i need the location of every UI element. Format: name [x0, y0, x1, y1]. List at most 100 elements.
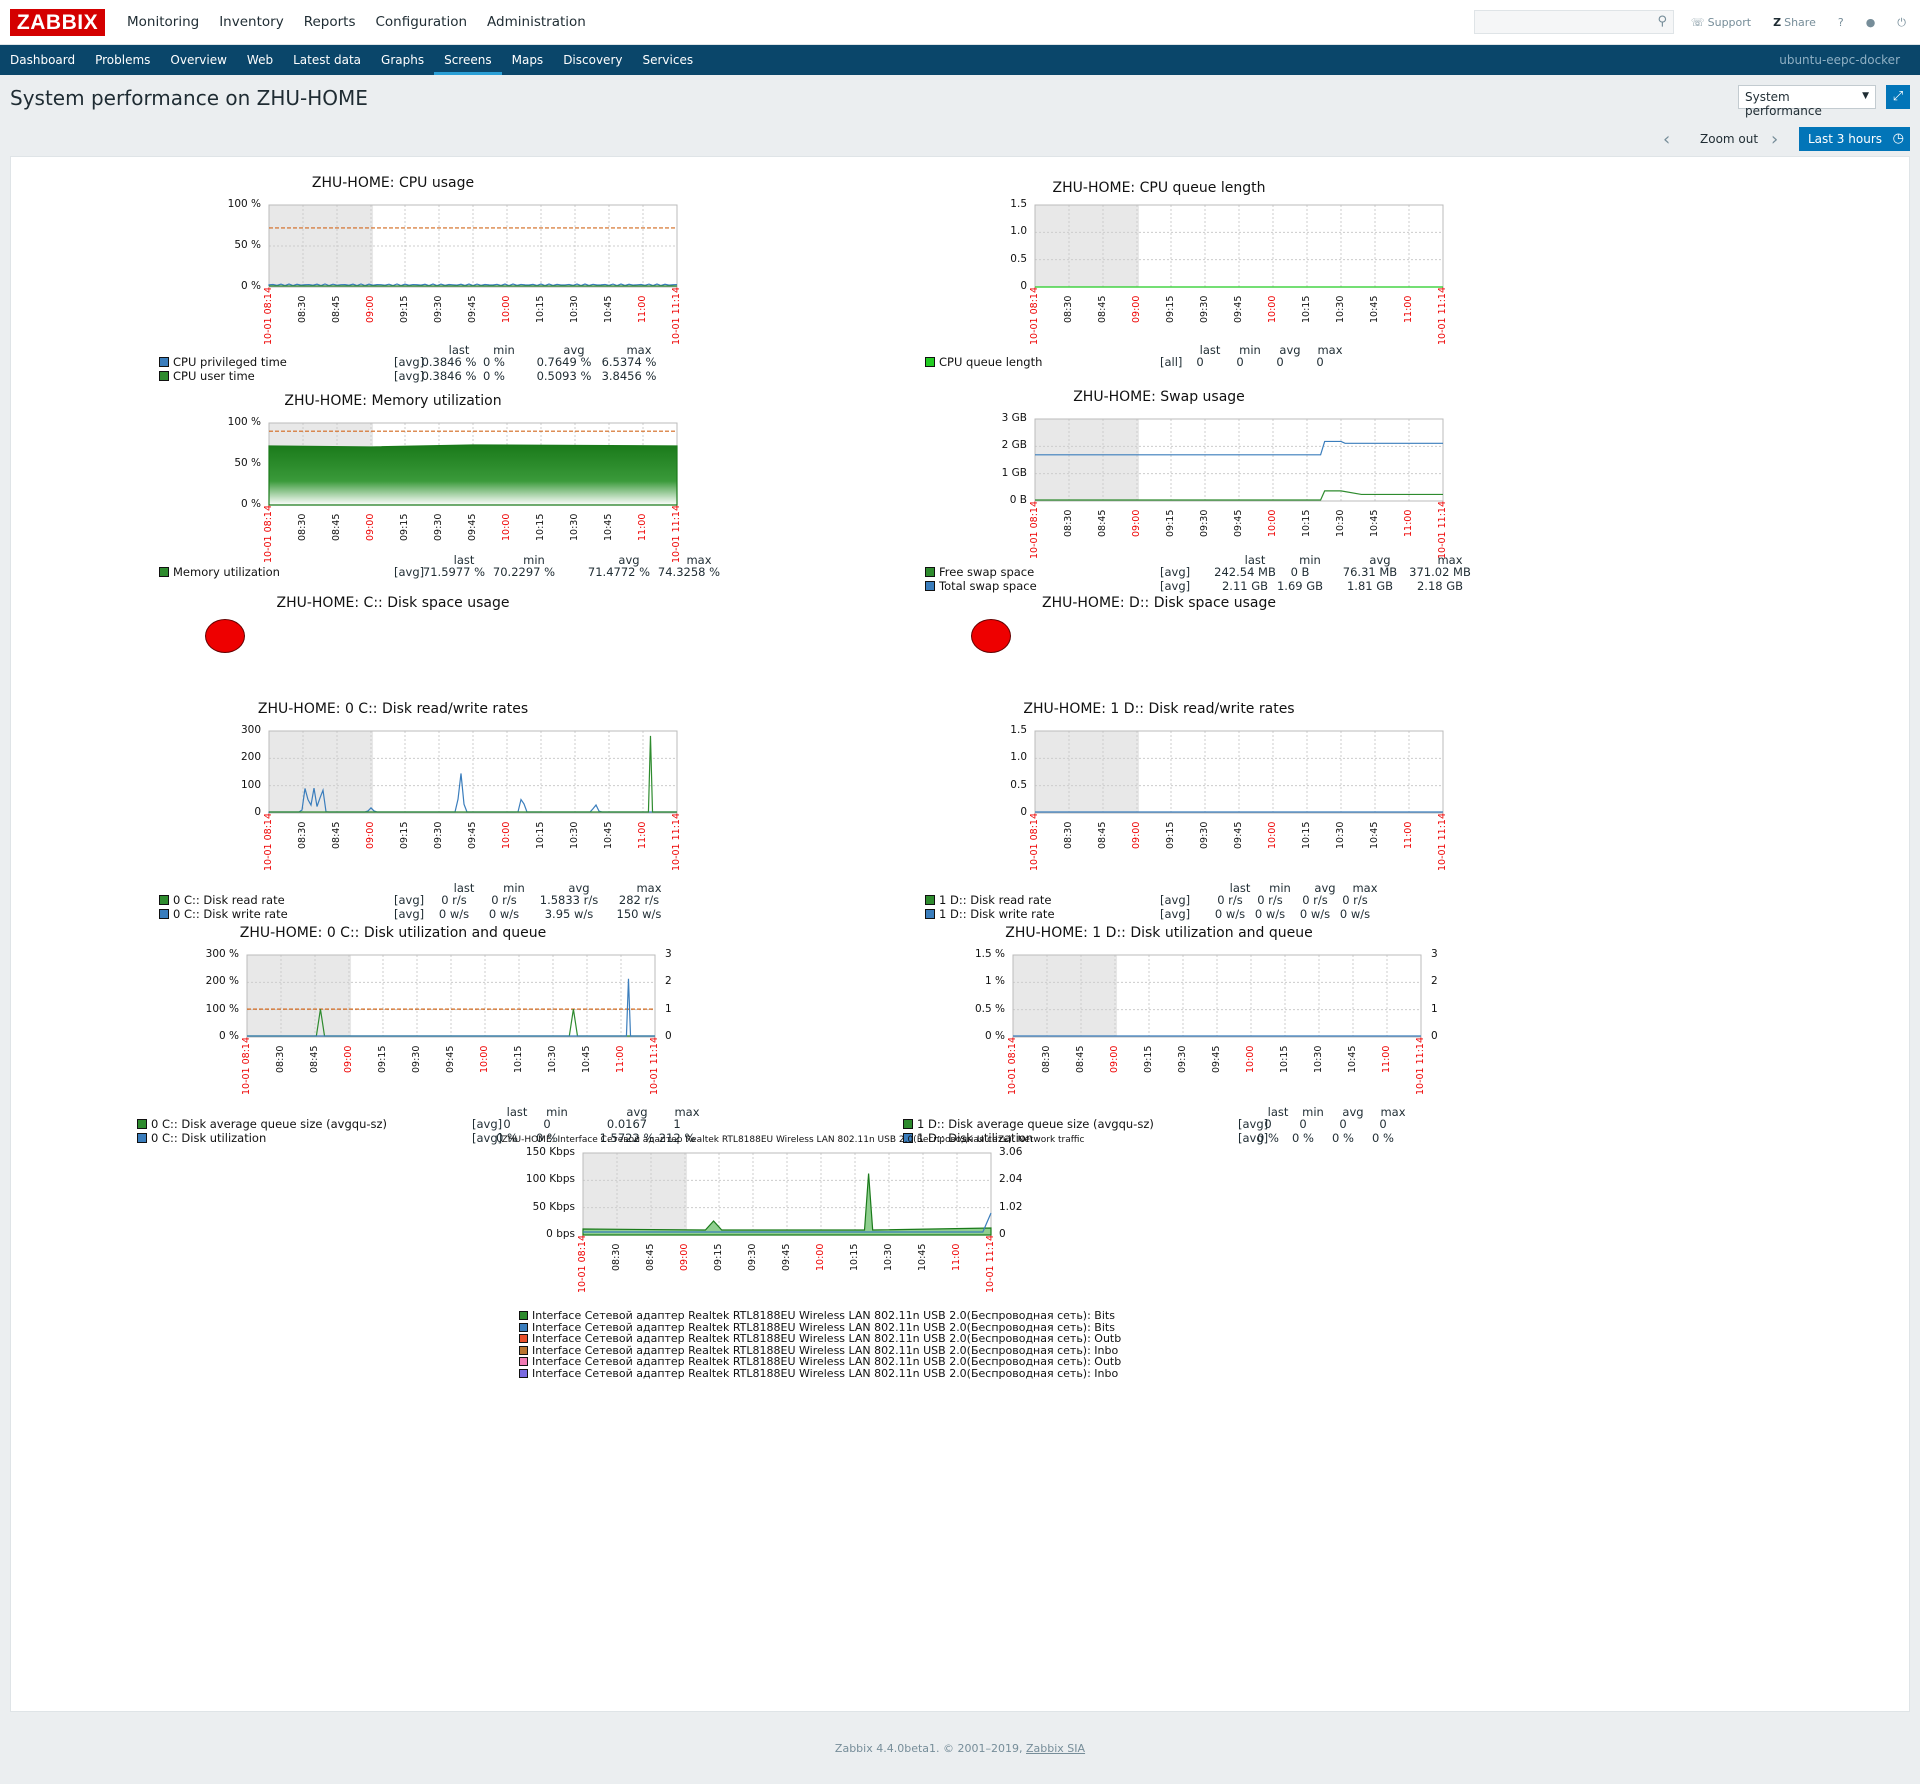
legend-header-max: max — [1352, 881, 1378, 895]
legend-last: 0 — [503, 1117, 511, 1131]
fullscreen-button[interactable]: ⤢ — [1886, 85, 1910, 109]
chevron-left-icon[interactable]: ‹ — [1663, 129, 1671, 150]
legend-avg: 0 r/s — [1302, 893, 1328, 907]
subnav-discovery[interactable]: Discovery — [563, 53, 623, 67]
x-tick-label: 10-01 08:14 — [263, 504, 274, 563]
main-menu: Monitoring Inventory Reports Configurati… — [117, 0, 596, 45]
series-bits-sent — [583, 1212, 992, 1233]
legend-last: 0 — [1196, 355, 1204, 369]
menu-reports[interactable]: Reports — [303, 14, 356, 30]
menu-inventory[interactable]: Inventory — [219, 14, 284, 30]
zabbix-logo[interactable]: ZABBIX — [10, 9, 105, 36]
legend-max: 3.8456 % — [601, 369, 657, 383]
time-range-button[interactable]: Last 3 hours ◷ — [1799, 127, 1910, 151]
legend-function: [all] — [1160, 355, 1183, 369]
legend-swatch — [519, 1345, 528, 1355]
y-tick-label: 300 — [240, 724, 261, 736]
x-tick-label: 08:30 — [1041, 1045, 1052, 1073]
series-disk-read — [269, 735, 677, 813]
legend-series-name: 0 C:: Disk utilization — [151, 1131, 267, 1145]
support-link[interactable]: ☏ Support — [1685, 16, 1757, 29]
menu-monitoring[interactable]: Monitoring — [127, 14, 200, 30]
subnav-latest-data[interactable]: Latest data — [293, 53, 362, 67]
y-tick-label: 1.5 % — [974, 948, 1005, 960]
footer-link[interactable]: Zabbix SIA — [1026, 1742, 1086, 1755]
legend-avg: 0 % — [1332, 1131, 1354, 1145]
legend-row: Free swap space — [925, 565, 1034, 579]
search-input[interactable]: ⚲ — [1474, 10, 1674, 34]
share-link[interactable]: Z Share — [1767, 16, 1822, 29]
subnav-screens[interactable]: Screens — [434, 45, 502, 75]
logout-icon[interactable]: ⏻ — [1897, 15, 1906, 29]
subnav-maps[interactable]: Maps — [511, 53, 544, 67]
series-bits-received — [582, 1173, 992, 1236]
y-tick-label: 200 — [240, 751, 261, 764]
zoom-out-button[interactable]: Zoom out — [1700, 132, 1759, 146]
subnav-problems[interactable]: Problems — [95, 53, 151, 67]
legend-row: Memory utilization — [159, 565, 280, 579]
legend-function: [avg] — [1238, 1117, 1269, 1131]
profile-icon[interactable]: ● — [1865, 16, 1876, 29]
subnav-overview[interactable]: Overview — [170, 53, 227, 67]
x-tick-label: 08:45 — [331, 513, 342, 541]
legend-row: Total swap space — [925, 579, 1037, 593]
legend-header-max: max — [1317, 343, 1343, 357]
subnav-dashboard[interactable]: Dashboard — [10, 53, 76, 67]
search-icon[interactable]: ⚲ — [1657, 14, 1667, 29]
x-tick-label: 09:15 — [1165, 821, 1176, 849]
x-tick-label: 09:15 — [1165, 295, 1176, 323]
y-right-tick-label: 1.02 — [999, 1200, 1023, 1213]
x-tick-label: 09:30 — [1199, 295, 1210, 323]
menu-administration[interactable]: Administration — [487, 14, 586, 30]
legend-function: [avg] — [394, 893, 425, 907]
legend-swatch — [159, 357, 169, 367]
legend-avg: 0 — [1339, 1117, 1347, 1131]
x-tick-label: 08:30 — [1063, 821, 1074, 849]
x-tick-label: 08:45 — [1097, 509, 1108, 537]
legend-header-max: max — [626, 343, 652, 357]
chevron-right-icon[interactable]: › — [1771, 129, 1779, 150]
subnav-graphs[interactable]: Graphs — [381, 53, 425, 67]
share-icon: Z — [1773, 16, 1782, 29]
x-tick-label: 09:30 — [433, 295, 444, 323]
graph-mem: ZHU-HOME: Memory utilization 100 % 50 % 0 %… — [11, 385, 771, 605]
x-tick-label: 10:45 — [917, 1243, 928, 1271]
legend-last: 0.3846 % — [421, 355, 477, 369]
plot-area — [268, 422, 678, 506]
legend-min: 0 w/s — [488, 907, 520, 921]
plot-area — [1034, 730, 1444, 814]
legend-min: 1.69 GB — [1276, 579, 1324, 593]
legend-row: Interface Сетевой адаптер Realtek RTL818… — [519, 1367, 1118, 1380]
x-tick-label: 08:45 — [1097, 295, 1108, 323]
y-tick-label: 50 Kbps — [532, 1200, 575, 1213]
share-label: Share — [1784, 16, 1816, 29]
series-memory — [268, 444, 678, 506]
pie-chart — [205, 619, 245, 653]
x-tick-label: 11:00 — [1381, 1045, 1392, 1073]
page-header: System performance on ZHU-HOME System pe… — [0, 75, 1920, 125]
legend-min: 0 B — [1290, 565, 1310, 579]
plot-area — [268, 204, 678, 288]
help-button[interactable]: ? — [1837, 16, 1844, 29]
x-tick-label: 11:00 — [1403, 821, 1414, 849]
x-tick-label: 09:30 — [1199, 821, 1210, 849]
legend-max: 6.5374 % — [601, 355, 657, 369]
x-tick-label: 09:00 — [1131, 295, 1142, 323]
legend-header-avg: avg — [1279, 343, 1301, 357]
legend-row: Interface Сетевой адаптер Realtek RTL818… — [519, 1344, 1118, 1357]
subnav-services[interactable]: Services — [642, 53, 694, 67]
y-right-tick-label: 2.04 — [999, 1173, 1023, 1186]
x-tick-label: 09:30 — [1177, 1045, 1188, 1073]
menu-configuration[interactable]: Configuration — [375, 14, 468, 30]
sub-navigation: Dashboard Problems Overview Web Latest d… — [0, 45, 1920, 75]
graph-diskc: ZHU-HOME: C:: Disk space usage — [11, 595, 771, 675]
legend-header-min: min — [503, 881, 525, 895]
y-tick-label: 100 — [240, 778, 261, 791]
legend-header-last: last — [448, 343, 470, 357]
legend-series-name: 0 C:: Disk average queue size (avgqu-sz) — [151, 1117, 388, 1131]
subnav-web[interactable]: Web — [246, 53, 274, 67]
legend-header-min: min — [1299, 553, 1321, 567]
x-tick-label: 10:00 — [501, 513, 512, 541]
x-tick-label: 09:00 — [343, 1045, 354, 1073]
screen-select[interactable]: System performance ▼ — [1738, 85, 1876, 118]
